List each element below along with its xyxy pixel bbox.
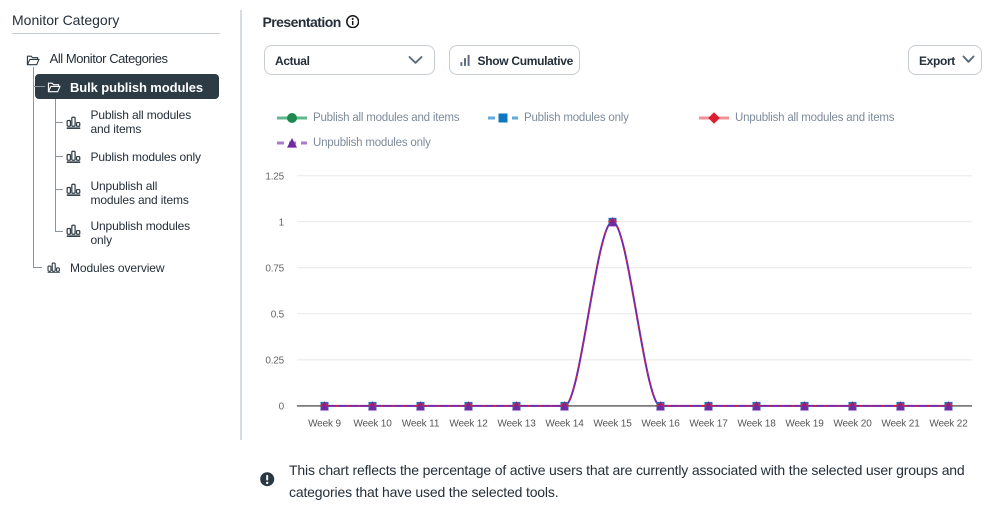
svg-text:Week 11: Week 11 — [402, 419, 440, 430]
svg-text:Week 21: Week 21 — [881, 419, 920, 430]
svg-text:Week 19: Week 19 — [785, 419, 824, 430]
svg-text:Week 12: Week 12 — [449, 419, 488, 430]
svg-text:Week 15: Week 15 — [593, 419, 632, 430]
svg-text:0.25: 0.25 — [265, 355, 284, 366]
svg-text:0.75: 0.75 — [265, 263, 284, 274]
svg-text:0.5: 0.5 — [271, 309, 285, 320]
svg-text:Week 20: Week 20 — [833, 419, 872, 430]
svg-text:Week 22: Week 22 — [929, 419, 968, 430]
svg-text:Week 10: Week 10 — [353, 419, 392, 430]
svg-text:1.25: 1.25 — [265, 171, 284, 182]
svg-text:0: 0 — [279, 401, 285, 412]
svg-text:1: 1 — [279, 217, 285, 228]
svg-text:Week 9: Week 9 — [308, 419, 341, 430]
svg-text:Week 17: Week 17 — [689, 419, 728, 430]
svg-text:Week 13: Week 13 — [497, 419, 536, 430]
svg-text:Week 14: Week 14 — [545, 419, 584, 430]
svg-text:Week 18: Week 18 — [737, 419, 776, 430]
svg-text:Week 16: Week 16 — [641, 419, 680, 430]
